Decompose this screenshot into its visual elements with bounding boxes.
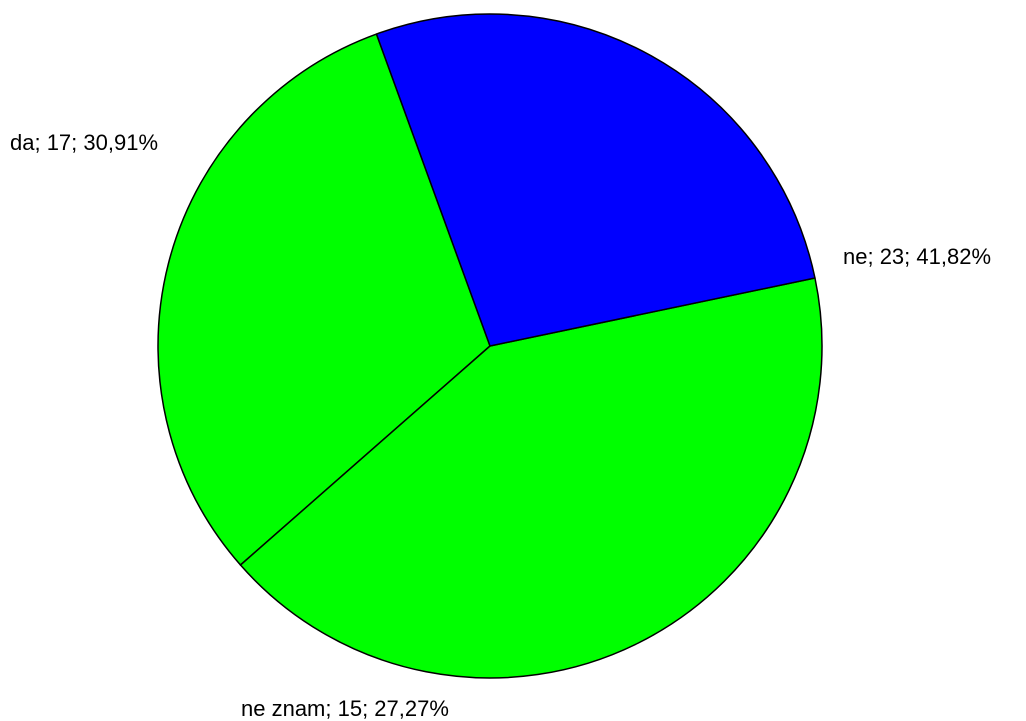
slice-label-ne-znam: ne znam; 15; 27,27% [241,696,449,721]
slice-label-ne: ne; 23; 41,82% [843,244,991,269]
pie-slice-da [157,33,491,566]
pie-slice-ne-znam [375,13,816,347]
slice-label-da: da; 17; 30,91% [10,130,158,155]
pie-slices [157,13,823,679]
pie-labels: da; 17; 30,91% ne; 23; 41,82% ne znam; 1… [10,130,991,721]
pie-slice-ne [239,277,823,679]
